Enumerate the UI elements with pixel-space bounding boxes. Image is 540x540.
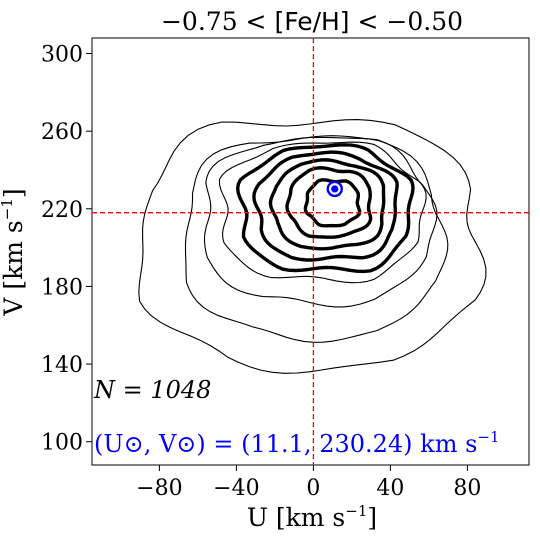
x-axis-label-sup: −1 — [345, 502, 367, 520]
y-tick-label: 100 — [41, 431, 83, 456]
x-axis-label-end: ] — [367, 503, 377, 532]
contour-level-9 — [303, 178, 362, 228]
sun-marker — [326, 180, 343, 198]
x-tick-label: −80 — [136, 476, 182, 501]
x-axis-label: U [km s−1] — [247, 502, 377, 532]
sun-marker-dot — [331, 185, 339, 193]
x-tick-label: 40 — [376, 476, 404, 501]
sun-velocity-annotation: (U⊙, V⊙) = (11.1, 230.24) km s−1 — [94, 428, 500, 458]
title-right: < −0.50 — [350, 7, 463, 36]
title-feh: [Fe/H] — [274, 7, 349, 36]
y-tick-label: 220 — [41, 198, 83, 223]
contour-level-1 — [138, 119, 487, 374]
y-tick-label: 300 — [41, 43, 83, 68]
x-axis-label-text: U [km s — [247, 503, 345, 532]
y-axis-label-end: ] — [0, 188, 28, 198]
plot-frame — [91, 37, 530, 466]
contour-level-8 — [285, 166, 373, 239]
y-axis-label-text: V [km s — [0, 220, 28, 316]
contour-level-6 — [252, 150, 399, 262]
n-stars-annotation: N = 1048 — [93, 376, 211, 404]
contour-level-7 — [268, 158, 386, 251]
sun-velocity-text: (U⊙, V⊙) = (11.1, 230.24) km s — [94, 430, 477, 458]
y-tick-label: 140 — [41, 353, 83, 378]
contour-level-4 — [218, 141, 427, 284]
title-left: −0.75 < — [161, 7, 274, 36]
y-axis-label: V [km s−1] — [0, 188, 28, 316]
y-axis-label-sup: −1 — [0, 198, 16, 220]
x-axis-ticks: −80 −40 0 40 80 — [136, 465, 481, 501]
contour-level-3 — [203, 136, 438, 308]
x-tick-label: 80 — [453, 476, 481, 501]
x-tick-label: −40 — [213, 476, 259, 501]
chart-title: −0.75 < [Fe/H] < −0.50 — [161, 7, 463, 36]
x-tick-label: 0 — [306, 476, 320, 501]
reference-lines — [92, 38, 529, 465]
contour-lines — [138, 119, 487, 374]
y-tick-label: 260 — [41, 120, 83, 145]
y-axis-ticks: 100 140 180 220 260 300 — [41, 43, 92, 456]
y-tick-label: 180 — [41, 275, 83, 300]
contour-level-5 — [236, 143, 415, 274]
sun-velocity-sup: −1 — [477, 428, 499, 446]
